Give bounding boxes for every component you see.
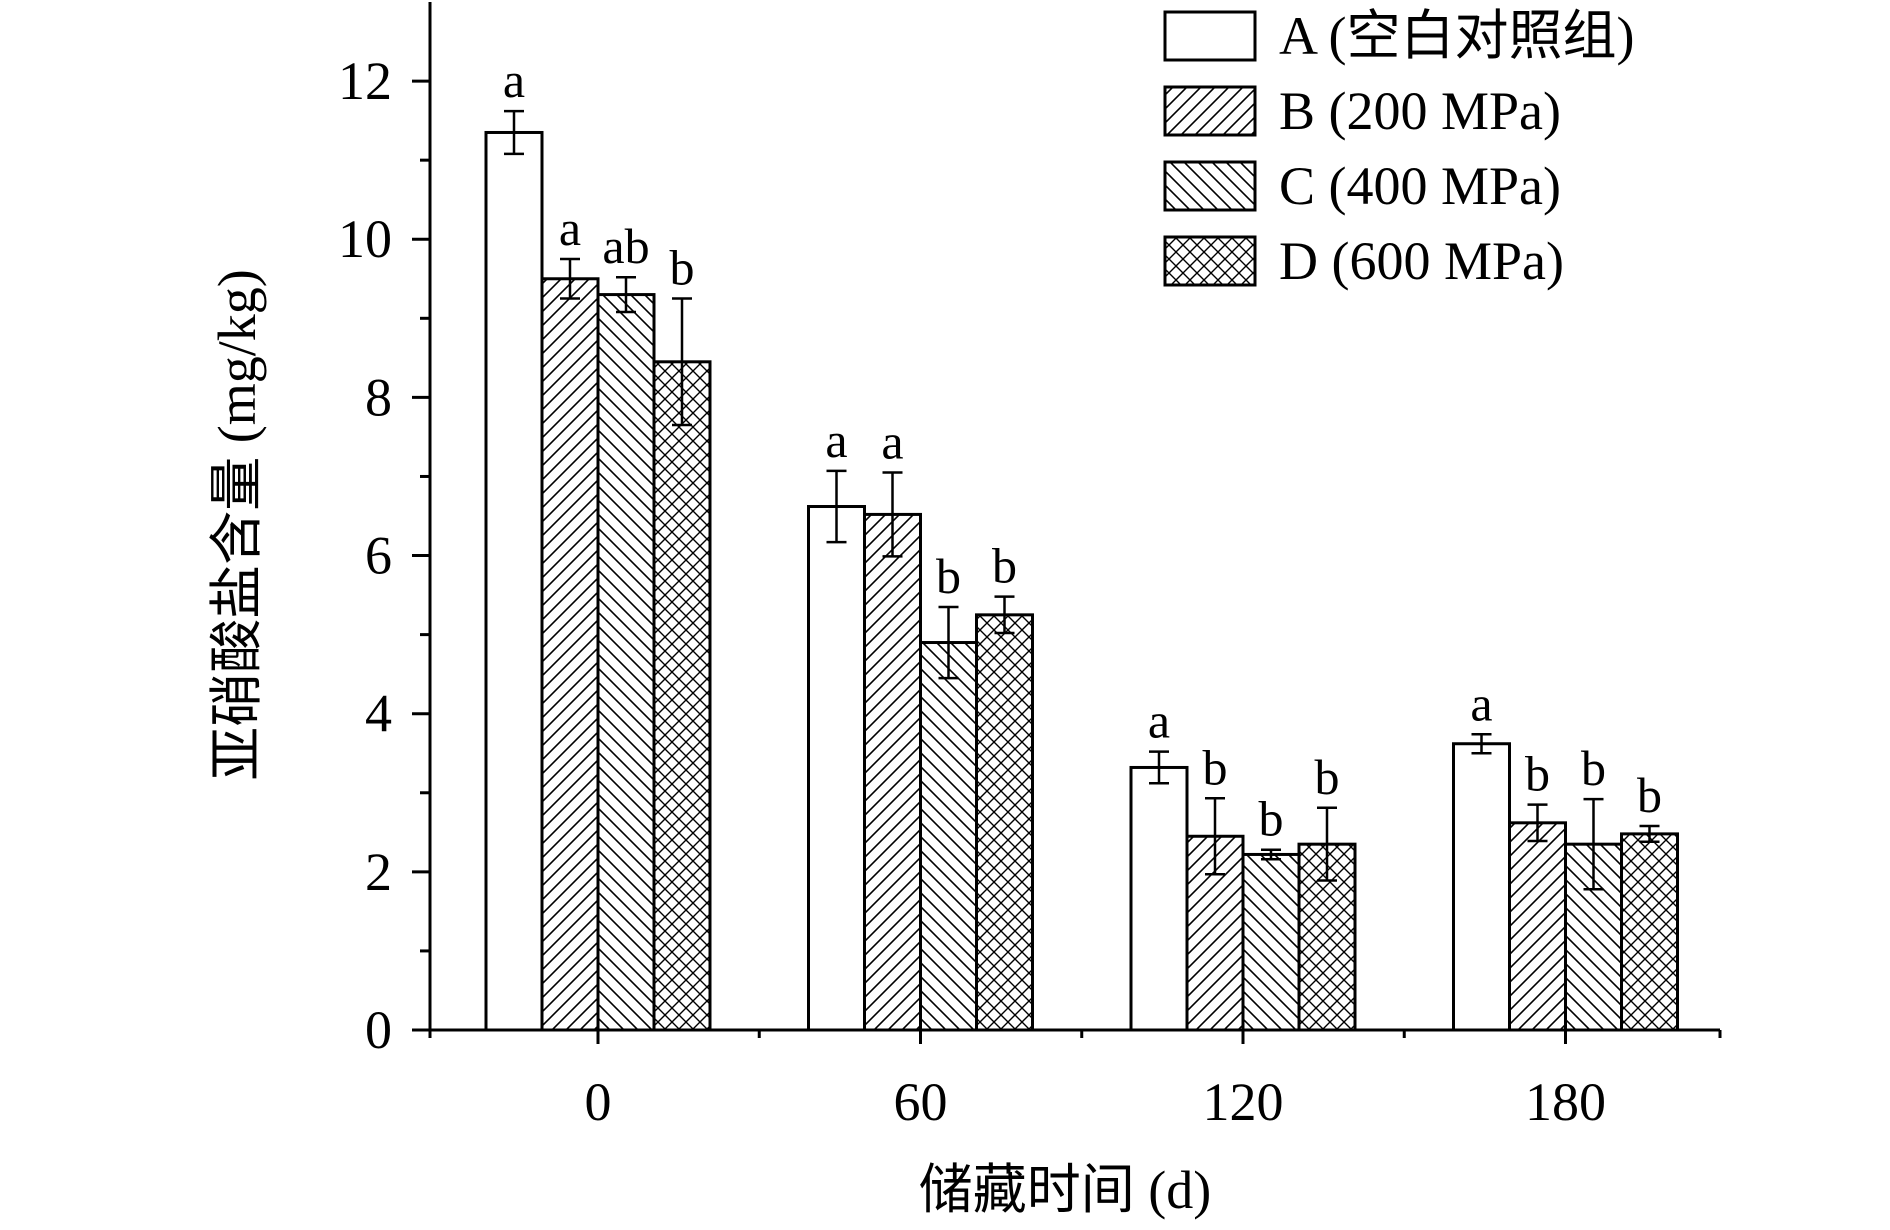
legend-item: D (600 MPa) xyxy=(1163,231,1564,291)
y-tick-label-4: 4 xyxy=(365,684,392,744)
bar-group: a xyxy=(540,200,600,1032)
bar-group: a xyxy=(863,414,922,1032)
legend-label: D (600 MPa) xyxy=(1279,231,1564,291)
bar xyxy=(1508,821,1567,1032)
x-tick-label-180: 180 xyxy=(1525,1072,1606,1132)
legend-swatch xyxy=(1163,235,1257,287)
bar-group: b xyxy=(1508,746,1567,1032)
bar-group: b xyxy=(1185,739,1245,1032)
bar xyxy=(1620,832,1679,1032)
x-tick-label-0: 0 xyxy=(585,1072,612,1132)
x-tick-label-120: 120 xyxy=(1203,1072,1284,1132)
significance-label: ab xyxy=(602,218,649,274)
bar xyxy=(807,505,866,1032)
bar xyxy=(652,360,712,1032)
y-tick-label-2: 2 xyxy=(365,842,392,902)
bar xyxy=(596,293,656,1032)
x-axis-label: 储藏时间 (d) xyxy=(919,1160,1211,1220)
significance-label: a xyxy=(881,414,903,470)
legend-label: C (400 MPa) xyxy=(1279,156,1561,216)
bar-group: a xyxy=(1129,693,1189,1032)
y-tick-label-10: 10 xyxy=(338,209,392,269)
legend-swatch xyxy=(1163,160,1257,212)
bar-group: b xyxy=(1620,767,1679,1032)
significance-label: a xyxy=(1470,675,1492,731)
significance-label: a xyxy=(1148,693,1170,749)
bar xyxy=(1452,742,1511,1032)
significance-label: b xyxy=(1525,746,1550,802)
bar-group: a xyxy=(807,412,866,1032)
significance-label: b xyxy=(1203,739,1228,795)
y-tick-label-6: 6 xyxy=(365,526,392,586)
significance-label: b xyxy=(1315,749,1340,805)
bar xyxy=(975,613,1034,1032)
bar xyxy=(1241,852,1301,1032)
legend-item: A (空白对照组) xyxy=(1163,6,1634,66)
legend: A (空白对照组) B (200 MPa) C (400 MPa) D (600 MP… xyxy=(1163,6,1634,291)
x-tick-label-60: 60 xyxy=(894,1072,948,1132)
bar xyxy=(863,512,922,1032)
y-tick-label-12: 12 xyxy=(338,51,392,111)
bar-group: b xyxy=(1297,749,1357,1032)
x-axis-ticks: 0 60 120 180 xyxy=(428,1030,1722,1132)
bar-group: a xyxy=(1452,675,1511,1032)
bar-group: ab xyxy=(596,218,656,1032)
y-axis-ticks: 0 2 4 6 8 10 12 xyxy=(338,51,430,1060)
bar-group: b xyxy=(975,538,1034,1032)
bar xyxy=(1129,765,1189,1032)
bar-group: b xyxy=(652,240,712,1032)
significance-label: a xyxy=(825,412,847,468)
significance-label: b xyxy=(992,538,1017,594)
bar-group: b xyxy=(1564,740,1623,1032)
bar xyxy=(484,130,544,1032)
bar xyxy=(919,641,978,1032)
legend-item: B (200 MPa) xyxy=(1163,81,1561,141)
y-tick-label-8: 8 xyxy=(365,367,392,427)
y-tick-label-0: 0 xyxy=(365,1000,392,1060)
significance-label: b xyxy=(1259,791,1284,847)
legend-label: A (空白对照组) xyxy=(1279,6,1634,66)
significance-label: b xyxy=(1581,740,1606,796)
significance-label: a xyxy=(503,52,525,108)
significance-label: a xyxy=(559,200,581,256)
y-axis-label: 亚硝酸盐含量 (mg/kg) xyxy=(207,269,267,780)
significance-label: b xyxy=(1637,767,1662,823)
significance-label: b xyxy=(670,240,695,296)
legend-item: C (400 MPa) xyxy=(1163,156,1561,216)
bar-group: b xyxy=(1241,791,1301,1032)
bar xyxy=(540,277,600,1032)
significance-label: b xyxy=(936,548,961,604)
legend-swatch xyxy=(1163,85,1257,137)
bar-group: b xyxy=(919,548,978,1032)
legend-label: B (200 MPa) xyxy=(1279,81,1561,141)
bar-group: a xyxy=(484,52,544,1032)
legend-swatch xyxy=(1163,10,1257,62)
